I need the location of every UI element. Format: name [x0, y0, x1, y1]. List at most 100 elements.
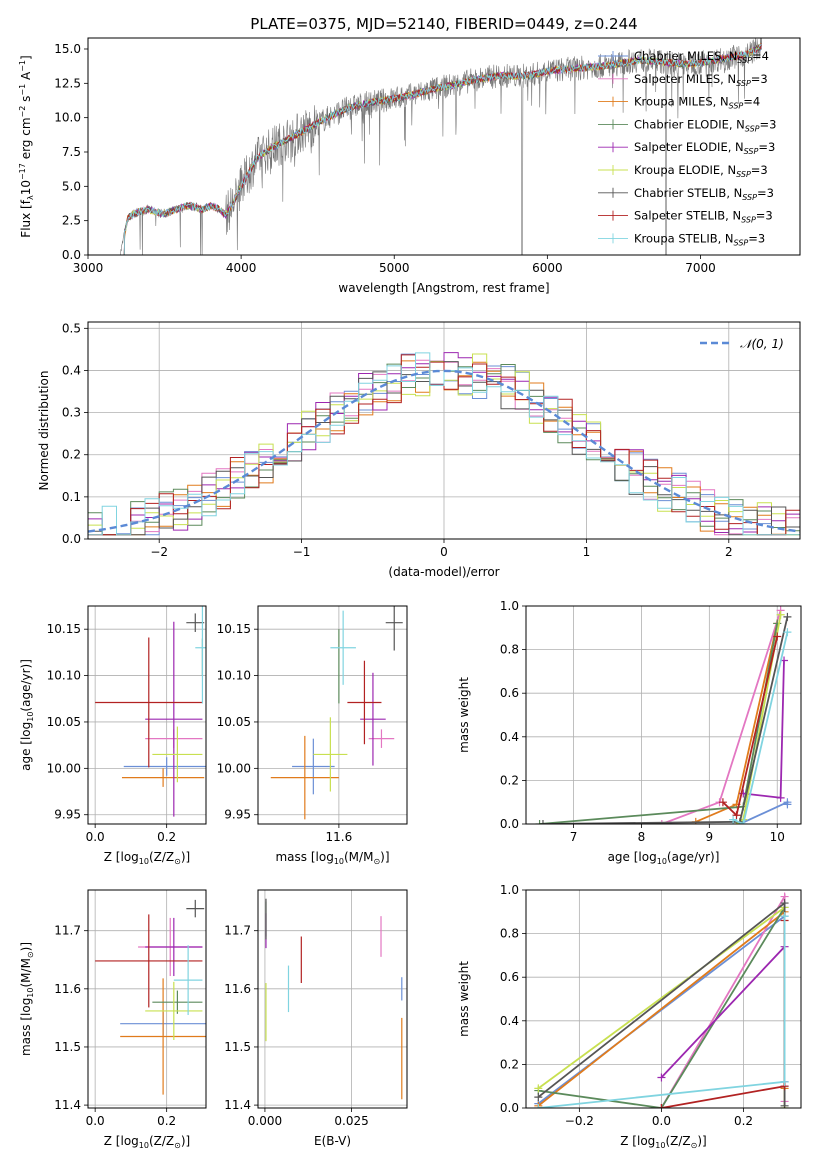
- weight-point: [534, 1104, 543, 1108]
- x-axis-label: age [log10(age/yr)]: [608, 850, 720, 866]
- y-tick-label: 11.7: [224, 924, 251, 938]
- weight-point: [780, 912, 789, 921]
- x-tick-label: −0.2: [565, 1114, 594, 1128]
- y-tick-label: 11.4: [224, 1098, 251, 1112]
- weight-vs-Z-plot-area: [534, 892, 789, 1108]
- legend-entry: 𝒩(0, 1): [740, 337, 784, 351]
- y-tick-label: 0.4: [500, 730, 519, 744]
- weight-point: [538, 820, 547, 824]
- weight-point: [739, 820, 748, 824]
- x-axis-label: Z [log10(Z/Z⊙)]: [104, 1134, 190, 1150]
- y-axis-label: age [log10(age/yr)]: [19, 659, 35, 771]
- weight-point: [783, 612, 792, 621]
- age-vs-mass-panel: 11.6 9.95 10.00 10.05 10.10 10.15 mass [log10(…: [217, 605, 408, 866]
- weight-point: [657, 1104, 666, 1108]
- x-tick-label: 6000: [532, 261, 563, 275]
- model-spectrum: [123, 43, 762, 255]
- age-vs-Z-plot-area: [95, 606, 206, 817]
- x-tick-label: 0.0: [86, 830, 105, 844]
- axes-frame: [87, 605, 207, 825]
- normal-curve: [88, 369, 800, 533]
- y-tick-label: 0.5: [62, 321, 81, 335]
- mass-vs-Z-panel: 0.0 0.2 11.4 11.5 11.6 11.7 Z [log10(Z/Z⊙)] mas…: [19, 889, 207, 1150]
- y-tick-label: 15.0: [54, 42, 81, 56]
- y-axis-label: mass weight: [457, 677, 471, 753]
- axes-frame: [257, 889, 408, 1109]
- weight-point: [534, 1093, 543, 1102]
- weight-point: [657, 820, 666, 824]
- y-tick-label: 0.2: [500, 773, 519, 787]
- x-tick-label: 0.0: [652, 1114, 671, 1128]
- spectrum-plot-area: [120, 38, 762, 255]
- y-tick-label: 1.0: [500, 883, 519, 897]
- legend-entry: Salpeter ELODIE, NSSP=3: [634, 140, 775, 156]
- x-tick-label: 0.000: [248, 1114, 282, 1128]
- y-tick-label: 0.0: [62, 532, 81, 546]
- weight-point: [783, 628, 792, 637]
- legend-entry: Kroupa STELIB, NSSP=3: [634, 231, 765, 247]
- weight-point: [729, 815, 738, 824]
- x-tick-label: 2: [725, 545, 733, 559]
- x-tick-label: 0.025: [334, 1114, 368, 1128]
- x-tick-label: 4000: [226, 261, 257, 275]
- legend-entry: Salpeter MILES, NSSP=3: [634, 72, 768, 88]
- y-tick-label: 0.8: [500, 927, 519, 941]
- y-tick-label: 11.4: [54, 1098, 81, 1112]
- x-axis-label: Z [log10(Z/Z⊙)]: [104, 850, 190, 866]
- weight-point: [776, 610, 785, 619]
- y-tick-label: 11.6: [54, 982, 81, 996]
- x-axis-label: E(B-V): [314, 1134, 351, 1148]
- y-tick-label: 0.8: [500, 643, 519, 657]
- x-axis-label: Z [log10(Z/Z⊙)]: [620, 1134, 706, 1150]
- y-tick-label: 0.0: [500, 1101, 519, 1115]
- axes-frame: [525, 889, 802, 1109]
- legend-entry: Chabrier MILES, NSSP=4: [634, 49, 769, 65]
- weight-series: [695, 623, 779, 823]
- y-tick-label: 11.5: [224, 1040, 251, 1054]
- axes-frame: [87, 889, 207, 1109]
- weight-vs-age-panel: 7 8 9 10 0.0 0.2 0.4 0.6 0.8 1.0 age [log10(age/yr…: [457, 599, 802, 866]
- y-tick-label: 9.95: [224, 808, 251, 822]
- legend-entry: Salpeter STELIB, NSSP=3: [634, 209, 773, 225]
- y-tick-label: 10.15: [47, 622, 81, 636]
- y-axis-label: mass [log10(M/M⊙)]: [19, 942, 35, 1056]
- age-vs-Z-panel: 0.0 0.2 9.95 10.00 10.05 10.10 10.15 Z [log10(Z…: [19, 605, 207, 866]
- y-tick-label: 2.5: [62, 214, 81, 228]
- y-tick-label: 10.10: [47, 669, 81, 683]
- age-vs-mass-plot-area: [270, 606, 403, 820]
- x-tick-label: 0.2: [734, 1114, 753, 1128]
- x-tick-label: 1: [583, 545, 591, 559]
- x-tick-label: 7: [570, 830, 578, 844]
- y-tick-label: 0.4: [62, 363, 81, 377]
- x-tick-label: 9: [706, 830, 714, 844]
- x-axis-label: wavelength [Angstrom, rest frame]: [338, 281, 549, 295]
- weight-series: [660, 944, 786, 1082]
- weight-point: [773, 632, 782, 641]
- weight-point: [776, 793, 785, 802]
- x-tick-label: 3000: [73, 261, 104, 275]
- residuals-panel: −2 −1 0 1 2 0.0 0.1 0.2 0.3 0.4 0.5 (data-model)/er…: [37, 321, 801, 579]
- axes-frame: [257, 605, 408, 825]
- y-tick-label: 1.0: [500, 599, 519, 613]
- weight-series: [538, 906, 786, 1108]
- y-tick-label: 0.6: [500, 686, 519, 700]
- spectrum-panel: 3000 4000 5000 6000 7000 0.0 2.5 5.0 7.5 10.0 12.5…: [18, 37, 801, 295]
- weight-point: [535, 820, 544, 824]
- x-axis-label: (data-model)/error: [388, 565, 499, 579]
- y-axis-label: Flux [fλ10−17 erg cm−2 s−1 A−1]: [18, 55, 35, 237]
- legend-entry: Chabrier ELODIE, NSSP=3: [634, 117, 776, 133]
- figure-title: PLATE=0375, MJD=52140, FIBERID=0449, z=0…: [250, 15, 637, 33]
- y-tick-label: 7.5: [62, 145, 81, 159]
- y-tick-label: 0.1: [62, 490, 81, 504]
- y-tick-label: 0.2: [62, 448, 81, 462]
- x-tick-label: 0.2: [157, 830, 176, 844]
- x-tick-label: 11.6: [326, 830, 353, 844]
- y-tick-label: 9.95: [54, 808, 81, 822]
- weight-point: [780, 1101, 789, 1108]
- weight-point: [780, 1077, 789, 1086]
- legend-entry: Kroupa ELODIE, NSSP=3: [634, 163, 768, 179]
- y-tick-label: 12.5: [54, 76, 81, 90]
- weight-series: [661, 920, 786, 1108]
- weight-point: [732, 811, 741, 820]
- y-tick-label: 0.3: [62, 406, 81, 420]
